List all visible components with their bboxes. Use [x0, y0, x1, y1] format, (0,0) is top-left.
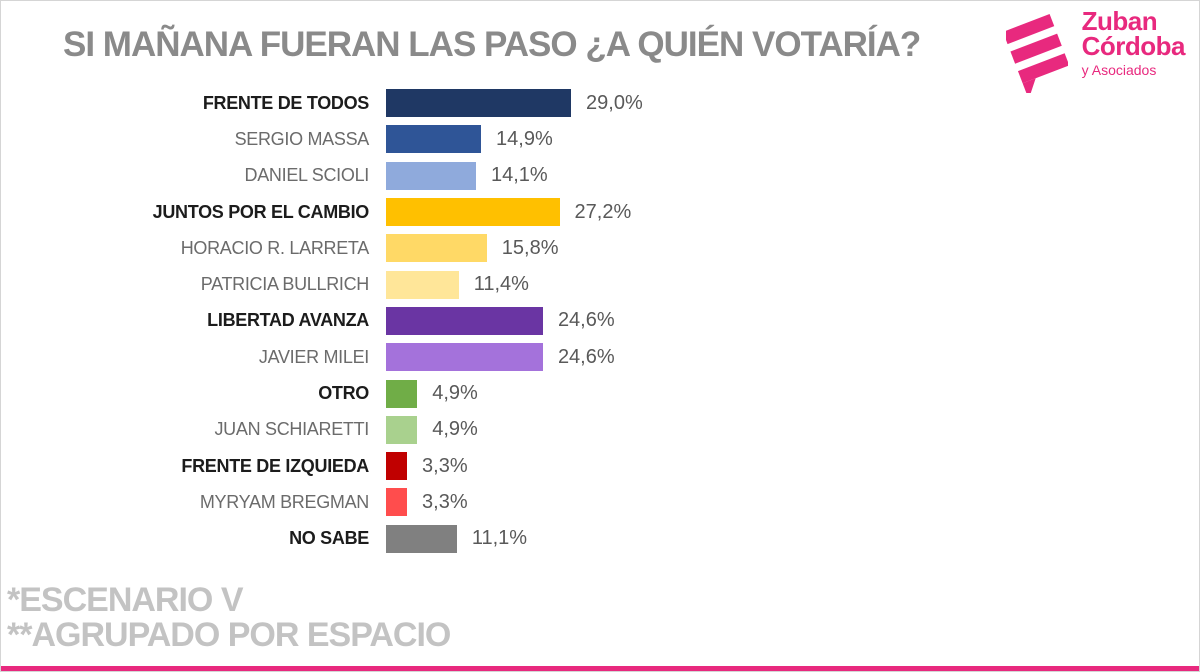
footnote-grouping: **AGRUPADO POR ESPACIO	[7, 616, 451, 654]
bar	[386, 524, 457, 553]
bar	[386, 161, 476, 190]
chart-row: NO SABE 11,1%	[1, 521, 1199, 557]
chart-row: DANIEL SCIOLI 14,1%	[1, 158, 1199, 194]
chart-row: JAVIER MILEI 24,6%	[1, 339, 1199, 375]
bar	[386, 488, 408, 517]
bar	[386, 270, 459, 299]
chart-row: MYRYAM BREGMAN 3,3%	[1, 484, 1199, 520]
value-label: 3,3%	[422, 454, 468, 477]
chart-row: FRENTE DE TODOS 29,0%	[1, 85, 1199, 121]
logo-name-line1: Zuban	[1081, 6, 1158, 36]
chart-row: PATRICIA BULLRICH 11,4%	[1, 266, 1199, 302]
value-label: 14,9%	[496, 127, 553, 150]
category-label: DANIEL SCIOLI	[244, 165, 370, 186]
bar	[386, 89, 572, 118]
value-label: 11,1%	[471, 527, 528, 550]
value-label: 4,9%	[432, 382, 478, 405]
footnote-scenario: *ESCENARIO V	[7, 581, 244, 619]
bar	[386, 415, 418, 444]
value-label: 24,6%	[557, 309, 615, 332]
bar	[386, 343, 543, 372]
category-label: JAVIER MILEI	[258, 346, 369, 367]
value-label: 29,0%	[586, 91, 643, 114]
category-label: OTRO	[318, 383, 369, 404]
zuban-stripes-icon	[1002, 9, 1069, 100]
chart-row: SERGIO MASSA 14,9%	[1, 121, 1199, 157]
category-label: LIBERTAD AVANZA	[207, 310, 369, 331]
bar	[386, 198, 560, 227]
chart-row: JUAN SCHIARETTI 4,9%	[1, 412, 1199, 448]
category-label: SERGIO MASSA	[234, 128, 370, 149]
category-label: HORACIO R. LARRETA	[180, 237, 370, 258]
category-label: JUNTOS POR EL CAMBIO	[152, 201, 370, 222]
category-label: PATRICIA BULLRICH	[200, 274, 370, 295]
value-label: 15,8%	[501, 236, 559, 259]
bar	[386, 234, 487, 263]
category-label: FRENTE DE TODOS	[202, 92, 369, 113]
value-label: 4,9%	[432, 418, 478, 441]
category-label: FRENTE DE IZQUIEDA	[181, 455, 369, 476]
logo-name-line2: Córdoba	[1081, 31, 1186, 61]
zuban-cordoba-logo: Zuban Córdoba y Asociados	[1002, 6, 1186, 100]
bar	[386, 379, 418, 408]
chart-row: LIBERTAD AVANZA 24,6%	[1, 303, 1199, 339]
page-title: SI MAÑANA FUERAN LAS PASO ¿A QUIÉN VOTAR…	[63, 25, 921, 64]
logo-text: Zuban Córdoba y Asociados	[1081, 6, 1186, 78]
category-label: NO SABE	[289, 528, 369, 549]
footnotes: *ESCENARIO V **AGRUPADO POR ESPACIO	[7, 581, 451, 654]
bar	[386, 306, 543, 335]
value-label: 14,1%	[490, 164, 548, 187]
bar	[386, 125, 482, 154]
bar-chart: FRENTE DE TODOS 29,0% SERGIO MASSA 14,9% DAN…	[1, 85, 1199, 557]
logo-tagline: y Asociados	[1081, 62, 1157, 78]
footer-accent-bar	[1, 666, 1199, 671]
category-label: JUAN SCHIARETTI	[214, 419, 369, 440]
value-label: 27,2%	[574, 200, 632, 223]
bar	[386, 452, 408, 481]
chart-row: HORACIO R. LARRETA 15,8%	[1, 230, 1199, 266]
chart-row: FRENTE DE IZQUIEDA 3,3%	[1, 448, 1199, 484]
chart-row: OTRO 4,9%	[1, 375, 1199, 411]
value-label: 24,6%	[557, 345, 615, 368]
chart-row: JUNTOS POR EL CAMBIO 27,2%	[1, 194, 1199, 230]
value-label: 11,4%	[473, 273, 529, 296]
category-label: MYRYAM BREGMAN	[199, 491, 369, 512]
value-label: 3,3%	[422, 490, 468, 513]
